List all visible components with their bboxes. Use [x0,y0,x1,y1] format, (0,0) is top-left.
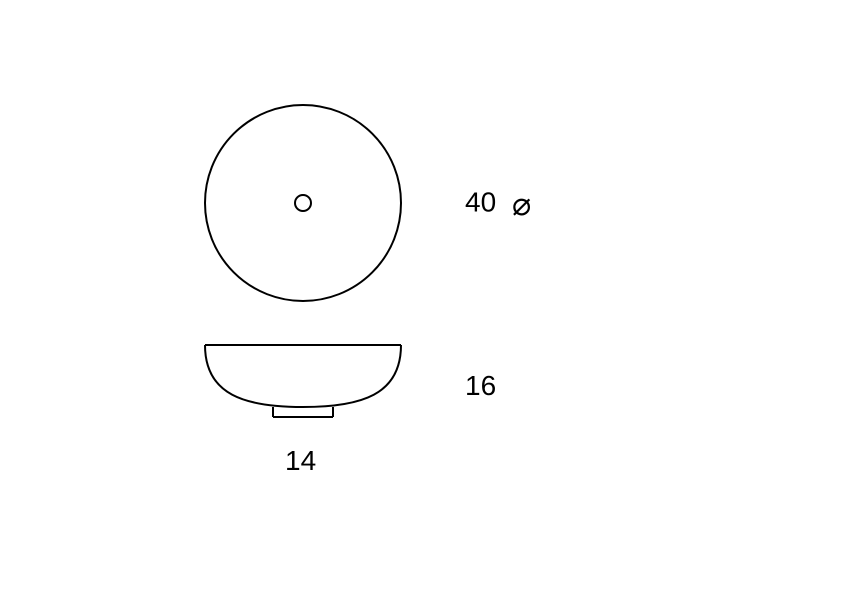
side-view-bowl [205,345,401,417]
height-label: 16 [465,370,496,402]
technical-drawing-canvas [0,0,865,600]
diameter-label: 40 ⌀ [465,185,531,223]
height-value: 16 [465,370,496,401]
base-value: 14 [285,445,316,476]
base-label: 14 [285,445,316,477]
diameter-icon: ⌀ [512,186,531,222]
diameter-value: 40 [465,186,496,217]
top-view-drain-circle [295,195,311,211]
top-view-outer-circle [205,105,401,301]
